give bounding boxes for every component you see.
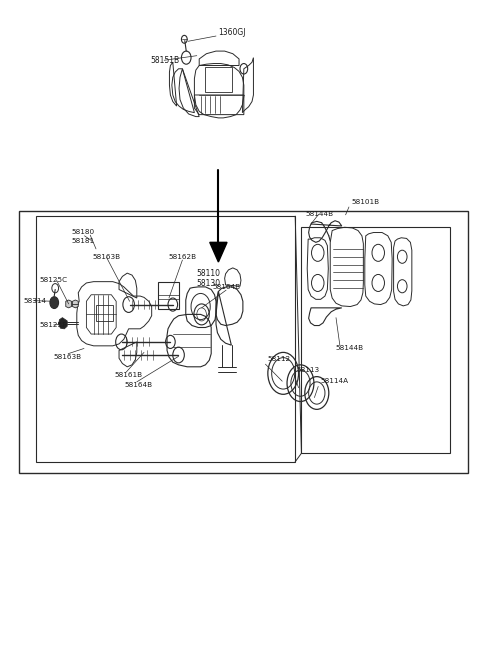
Circle shape (50, 297, 59, 309)
Text: 58144B: 58144B (335, 345, 363, 352)
Bar (19, 211, 468, 473)
Text: 58110: 58110 (197, 269, 221, 278)
Polygon shape (72, 300, 78, 308)
Bar (205, 67, 232, 92)
Text: 58144B: 58144B (305, 211, 334, 217)
Polygon shape (59, 318, 67, 329)
Polygon shape (66, 300, 72, 308)
Text: 58180: 58180 (71, 229, 94, 235)
Text: 58164B: 58164B (213, 284, 241, 290)
Bar (301, 227, 450, 453)
Text: 58314: 58314 (23, 297, 46, 304)
Text: 58112: 58112 (268, 356, 291, 362)
Bar (96, 305, 113, 321)
Text: 58162B: 58162B (169, 253, 197, 260)
Text: 58163B: 58163B (54, 354, 82, 360)
Text: 58125F: 58125F (39, 322, 67, 328)
Text: 58113: 58113 (297, 367, 320, 373)
Text: 58130: 58130 (197, 279, 221, 288)
Text: 58163B: 58163B (92, 254, 120, 261)
Text: 58181: 58181 (71, 238, 94, 244)
Bar (36, 216, 295, 462)
Bar (158, 282, 179, 309)
Polygon shape (210, 242, 227, 262)
Text: 58164B: 58164B (125, 382, 153, 388)
Text: 1360GJ: 1360GJ (218, 28, 246, 37)
Text: 58151B: 58151B (151, 56, 180, 65)
Text: 58101B: 58101B (351, 198, 380, 205)
Text: 58114A: 58114A (321, 378, 349, 384)
Text: 58161B: 58161B (114, 372, 143, 379)
Text: 58125C: 58125C (40, 277, 68, 284)
